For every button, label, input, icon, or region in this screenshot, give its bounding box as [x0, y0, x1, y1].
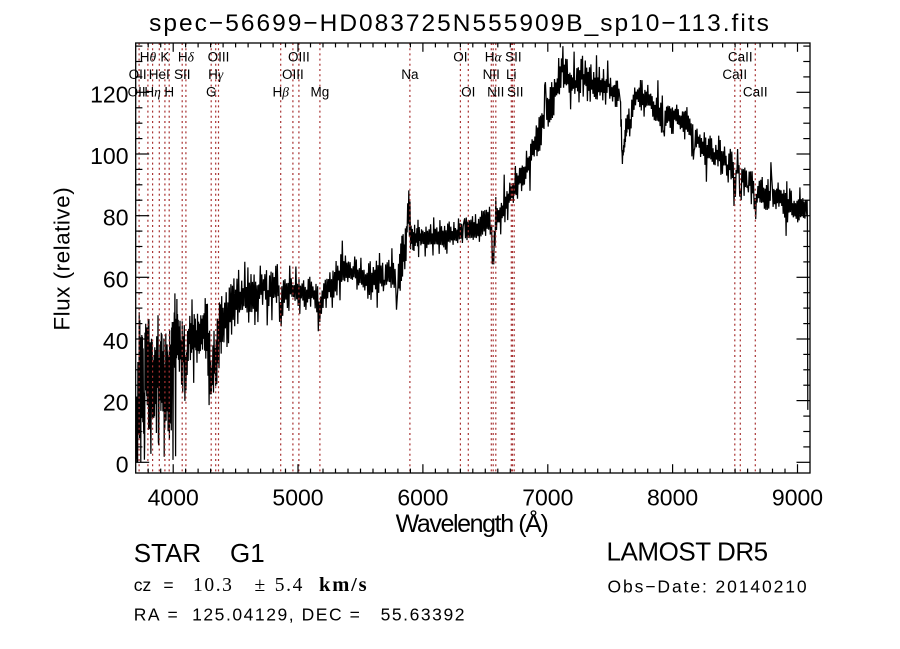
svg-text:OII: OII [128, 85, 146, 100]
svg-text:9000: 9000 [772, 485, 823, 511]
svg-text:Hδ: Hδ [178, 50, 195, 65]
svg-text:spec−56699−HD083725N555909B_sp: spec−56699−HD083725N555909B_sp10−113.fit… [149, 10, 771, 37]
svg-text:6000: 6000 [397, 485, 448, 511]
svg-text:CaII: CaII [728, 50, 753, 65]
svg-text:Hγ: Hγ [208, 67, 224, 82]
svg-text:OI: OI [453, 50, 467, 65]
svg-text:RA = 125.04129, DEC = 55.63: RA = 125.04129, DEC = 55.63392 [134, 605, 466, 625]
svg-text:8000: 8000 [647, 485, 698, 511]
svg-text:OI: OI [461, 85, 475, 100]
svg-text:Hθ: Hθ [140, 50, 157, 65]
svg-text:40: 40 [103, 328, 129, 354]
svg-text:Li: Li [506, 67, 517, 82]
svg-text:20: 20 [103, 390, 129, 416]
svg-text:CaII: CaII [722, 67, 747, 82]
svg-text:STAR G1: STAR G1 [134, 538, 265, 568]
svg-text:120: 120 [90, 81, 128, 107]
svg-text:Hβ: Hβ [272, 85, 289, 100]
svg-text:SII: SII [174, 67, 191, 82]
svg-text:Flux (relative): Flux (relative) [50, 187, 75, 331]
svg-text:80: 80 [103, 205, 129, 231]
svg-text:SII: SII [505, 50, 522, 65]
svg-text:Mg: Mg [311, 85, 330, 100]
svg-text:Hα: Hα [485, 50, 503, 65]
svg-text:4000: 4000 [148, 485, 199, 511]
svg-text:Hη: Hη [144, 85, 161, 100]
svg-text:NII: NII [483, 67, 500, 82]
svg-text:60: 60 [103, 266, 129, 292]
svg-text:0: 0 [116, 451, 129, 477]
svg-text:HeI: HeI [149, 67, 170, 82]
svg-text:Obs−Date: 20140210: Obs−Date: 20140210 [608, 577, 809, 597]
svg-text:cz=10.3±5.4km/s: cz = 10.3 ±5.4 km/s [134, 574, 369, 596]
svg-text:LAMOST DR5: LAMOST DR5 [607, 537, 768, 567]
svg-text:OIII: OIII [208, 50, 230, 65]
svg-text:Na: Na [401, 67, 419, 82]
svg-text:100: 100 [90, 143, 128, 169]
svg-text:CaII: CaII [743, 85, 768, 100]
svg-text:K: K [160, 50, 169, 65]
svg-text:5000: 5000 [272, 485, 323, 511]
svg-text:OIII: OIII [288, 50, 310, 65]
svg-text:NII: NII [487, 85, 504, 100]
svg-text:H: H [164, 85, 174, 100]
svg-text:SII: SII [507, 85, 524, 100]
svg-text:OII: OII [129, 67, 147, 82]
svg-text:7000: 7000 [522, 485, 573, 511]
svg-text:Wavelength (Å): Wavelength (Å) [396, 508, 548, 538]
svg-text:G: G [206, 85, 217, 100]
svg-text:OIII: OIII [282, 67, 304, 82]
